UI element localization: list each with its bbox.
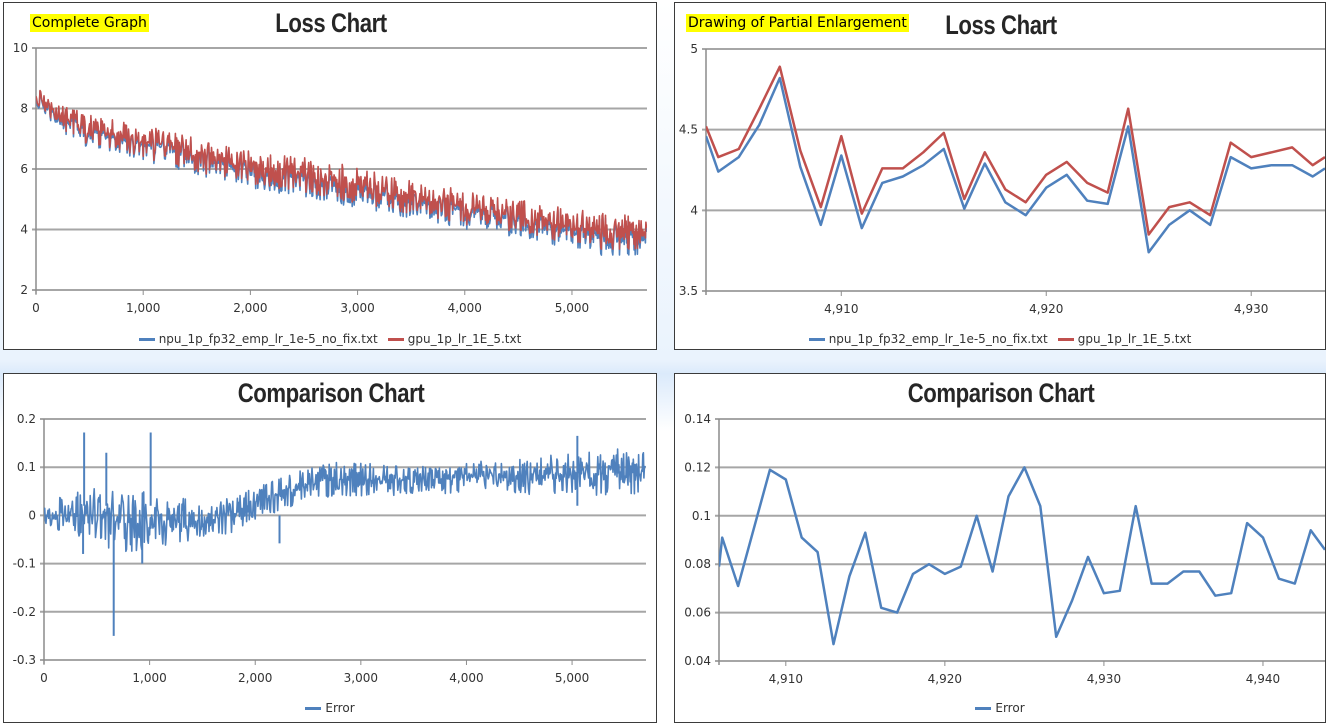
x-tick-label: 4,930 (1234, 302, 1268, 316)
y-tick-label: 0.14 (684, 412, 711, 426)
y-tick-label: 2 (20, 283, 28, 297)
x-tick-label: 1,000 (126, 301, 160, 315)
x-tick-label: 0 (40, 671, 48, 685)
partial-enlargement-tag: Drawing of Partial Enlargement (686, 14, 909, 32)
series-line-error (44, 448, 646, 553)
x-tick-label: 5,000 (555, 671, 589, 685)
legend: Error (675, 701, 1325, 715)
legend-label: gpu_1p_lr_1E_5.txt (1077, 332, 1192, 346)
series-line-npu (706, 76, 1325, 254)
loss-zoom-chart: 3.5 4 4.5 5 4,910 4,920 4,930 (679, 42, 1325, 316)
y-tick-label: 0.2 (17, 412, 36, 426)
chart-title: Loss Chart (275, 8, 387, 38)
chart-title: Loss Chart (945, 10, 1057, 40)
legend-label: npu_1p_fp32_emp_lr_1e-5_no_fix.txt (828, 332, 1048, 346)
legend-item-npu[interactable]: npu_1p_fp32_emp_lr_1e-5_no_fix.txt (138, 332, 378, 346)
legend-label: Error (995, 701, 1025, 715)
chart-title: Comparison Chart (907, 378, 1095, 408)
chart-title: Comparison Chart (237, 378, 425, 408)
x-tick-label: 4,000 (449, 671, 483, 685)
legend-label: npu_1p_fp32_emp_lr_1e-5_no_fix.txt (158, 332, 378, 346)
x-tick-label: 0 (32, 301, 40, 315)
loss-zoom-panel: Drawing of Partial Enlargement Loss Char… (674, 2, 1326, 350)
legend-label: Error (325, 701, 355, 715)
legend-item-error[interactable]: Error (305, 701, 355, 715)
gpu-swatch (387, 337, 404, 341)
y-tick-label: 0.06 (684, 606, 711, 620)
y-tick-label: 0.12 (684, 460, 711, 474)
legend-item-error[interactable]: Error (975, 701, 1025, 715)
series-line-gpu (36, 89, 647, 250)
plot-area (44, 432, 646, 636)
y-tick-label: 0.1 (692, 509, 711, 523)
plot-area (719, 466, 1325, 646)
y-tick-label: 8 (20, 102, 28, 116)
y-tick-label: -0.1 (13, 557, 36, 571)
legend-label: gpu_1p_lr_1E_5.txt (407, 332, 522, 346)
error-full-panel: Comparison Chart -0.3 -0.2 -0.1 0 0.1 0.2 0 1,0… (3, 373, 657, 723)
y-tick-label: 0 (28, 508, 36, 522)
error-full-chart: -0.3 -0.2 -0.1 0 0.1 0.2 0 1,000 2,000 3,000 4,000… (13, 412, 646, 685)
series-line-gpu (706, 65, 1325, 236)
x-tick-label: 4,910 (824, 302, 858, 316)
error-zoom-panel: Comparison Chart 0.04 0.06 0.08 0.1 0.12 0.14… (674, 373, 1326, 723)
legend: Error (4, 701, 656, 715)
x-tick-label: 4,910 (769, 672, 803, 686)
legend-item-gpu[interactable]: gpu_1p_lr_1E_5.txt (387, 332, 522, 346)
loss-full-panel: Complete Graph Loss Chart 2 4 6 8 10 0 1,000 2,… (3, 2, 657, 350)
y-tick-label: 10 (13, 41, 28, 55)
x-tick-label: 4,940 (1246, 672, 1280, 686)
gpu-swatch (1057, 337, 1074, 341)
x-tick-label: 5,000 (555, 301, 589, 315)
error-swatch (305, 706, 322, 710)
error-swatch (975, 706, 992, 710)
y-tick-label: 3.5 (679, 284, 698, 298)
legend: npu_1p_fp32_emp_lr_1e-5_no_fix.txt gpu_1… (675, 332, 1325, 346)
loss-full-chart: 2 4 6 8 10 0 1,000 2,000 3,000 4,000 5,000 (13, 41, 647, 315)
x-tick-label: 3,000 (344, 671, 378, 685)
npu-swatch (808, 337, 825, 341)
plot-area (706, 65, 1325, 254)
legend: npu_1p_fp32_emp_lr_1e-5_no_fix.txt gpu_1… (4, 332, 656, 346)
plot-area (36, 89, 647, 256)
y-tick-label: 5 (690, 42, 698, 56)
y-tick-label: 0.08 (684, 557, 711, 571)
y-tick-label: 0.1 (17, 460, 36, 474)
x-tick-label: 3,000 (340, 301, 374, 315)
x-tick-label: 4,000 (448, 301, 482, 315)
y-tick-label: 6 (20, 162, 28, 176)
error-zoom-chart: 0.04 0.06 0.08 0.1 0.12 0.14 4,910 4,920 4,930 4,… (684, 412, 1325, 686)
x-tick-label: 2,000 (238, 671, 272, 685)
y-tick-label: -0.3 (13, 653, 36, 667)
y-tick-label: 4 (690, 203, 698, 217)
y-tick-label: -0.2 (13, 605, 36, 619)
y-tick-label: 4 (20, 223, 28, 237)
complete-graph-tag: Complete Graph (30, 14, 149, 32)
x-tick-label: 1,000 (132, 671, 166, 685)
x-tick-label: 4,920 (1029, 302, 1063, 316)
legend-item-gpu[interactable]: gpu_1p_lr_1E_5.txt (1057, 332, 1192, 346)
x-tick-label: 4,920 (928, 672, 962, 686)
y-tick-label: 4.5 (679, 123, 698, 137)
x-tick-label: 4,930 (1087, 672, 1121, 686)
y-tick-label: 0.04 (684, 654, 711, 668)
npu-swatch (138, 337, 155, 341)
legend-item-npu[interactable]: npu_1p_fp32_emp_lr_1e-5_no_fix.txt (808, 332, 1048, 346)
x-tick-label: 2,000 (233, 301, 267, 315)
series-line-error (719, 466, 1325, 646)
